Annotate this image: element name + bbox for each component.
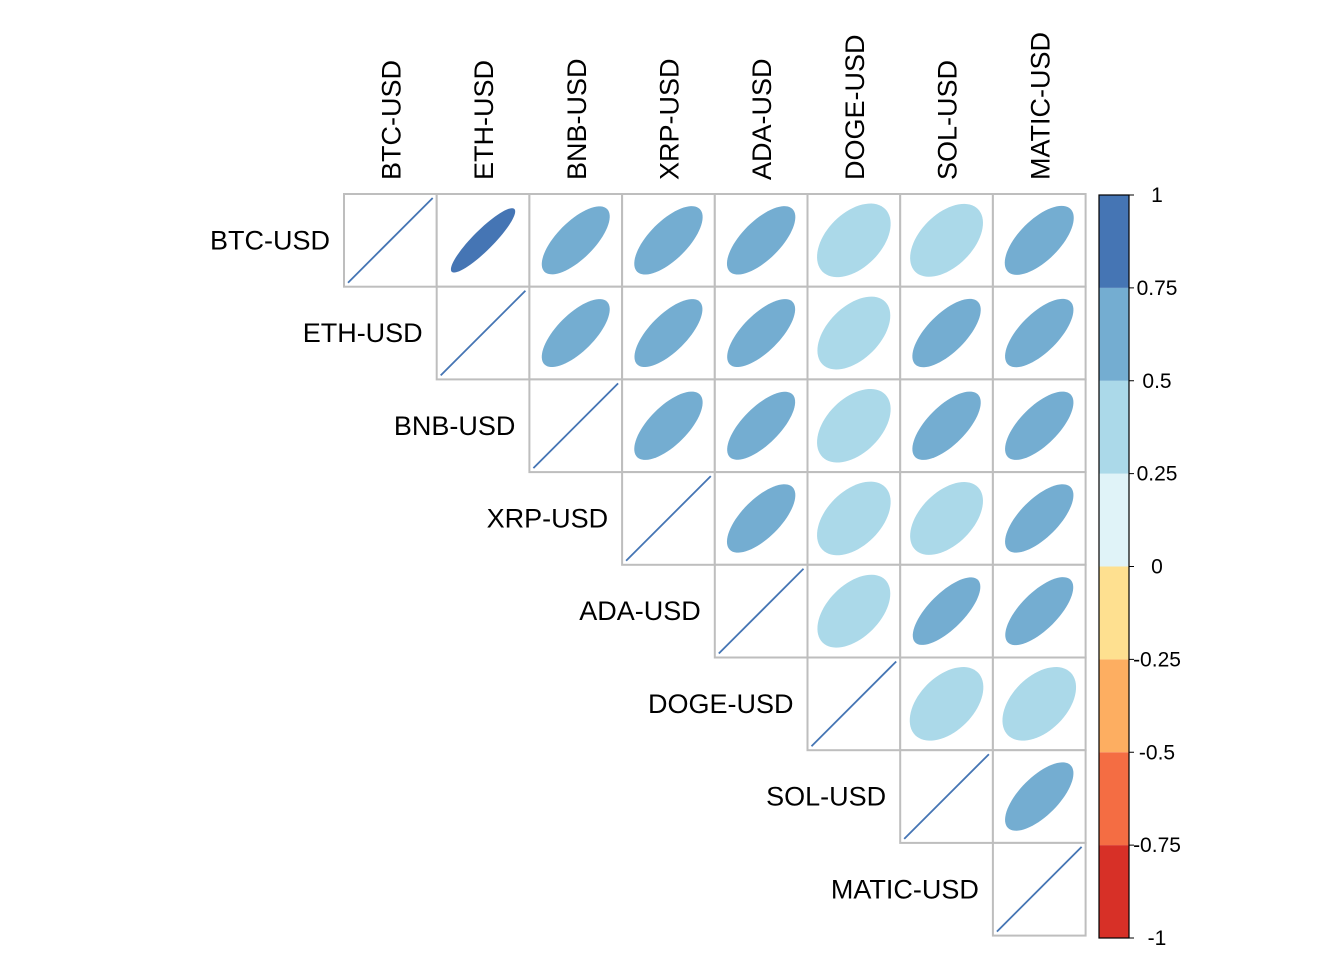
colorbar-tick-label: -0.75: [1133, 834, 1181, 857]
col-label-bnb-usd: BNB-USD: [562, 58, 592, 180]
colorbar-bin: [1099, 473, 1129, 567]
colorbar-bin: [1099, 380, 1129, 474]
colorbar-tick-label: 1: [1151, 184, 1163, 207]
col-label-btc-usd: BTC-USD: [376, 60, 406, 180]
corr-mark-matic-usd-matic-usd: [996, 846, 1083, 933]
colorbar-bin: [1099, 845, 1129, 938]
colorbar-bin: [1099, 195, 1129, 288]
corr-mark-ada-usd-matic-usd: [1005, 577, 1074, 646]
row-label-btc-usd: BTC-USD: [210, 225, 330, 255]
corr-mark-bnb-usd-ada-usd: [727, 391, 796, 460]
corr-mark-btc-usd-btc-usd: [347, 197, 434, 284]
corr-mark-bnb-usd-sol-usd: [912, 391, 981, 460]
colorbar-bin: [1099, 659, 1129, 753]
col-label-sol-usd: SOL-USD: [933, 60, 963, 180]
corr-mark-btc-usd-ada-usd: [726, 206, 796, 275]
colorbar-tick-label: -0.5: [1139, 741, 1175, 764]
corr-mark-eth-usd-bnb-usd: [541, 299, 610, 368]
corr-mark-btc-usd-xrp-usd: [634, 206, 703, 275]
colorbar-tick-label: -0.25: [1133, 648, 1181, 671]
corr-mark-xrp-usd-matic-usd: [1005, 484, 1074, 553]
colorbar-tick-label: 0: [1151, 556, 1163, 579]
corr-mark-eth-usd-doge-usd: [817, 296, 891, 370]
row-label-xrp-usd: XRP-USD: [487, 503, 609, 533]
corr-mark-ada-usd-ada-usd: [718, 568, 805, 655]
corr-mark-sol-usd-matic-usd: [1005, 762, 1074, 831]
corr-mark-ada-usd-sol-usd: [912, 577, 981, 645]
corr-mark-ada-usd-doge-usd: [817, 574, 891, 648]
col-label-xrp-usd: XRP-USD: [654, 58, 684, 180]
colorbar-tick-label: 0.25: [1137, 463, 1178, 486]
row-label-ada-usd: ADA-USD: [579, 596, 701, 626]
corr-mark-bnb-usd-xrp-usd: [634, 391, 703, 460]
corr-mark-eth-usd-sol-usd: [912, 298, 981, 368]
col-label-matic-usd: MATIC-USD: [1025, 32, 1055, 180]
corr-mark-xrp-usd-ada-usd: [726, 484, 796, 553]
corr-mark-eth-usd-matic-usd: [1005, 298, 1074, 368]
corr-mark-xrp-usd-xrp-usd: [625, 475, 712, 562]
corr-mark-bnb-usd-matic-usd: [1005, 391, 1074, 460]
corr-mark-eth-usd-eth-usd: [440, 290, 527, 377]
corr-mark-btc-usd-doge-usd: [817, 203, 891, 278]
corr-mark-doge-usd-sol-usd: [909, 667, 984, 741]
colorbar-tick-label: 0.5: [1142, 370, 1171, 393]
corr-mark-doge-usd-doge-usd: [810, 660, 897, 747]
corr-mark-btc-usd-matic-usd: [1004, 205, 1074, 275]
corr-mark-xrp-usd-sol-usd: [910, 482, 983, 555]
row-label-matic-usd: MATIC-USD: [831, 874, 979, 904]
corr-mark-btc-usd-sol-usd: [910, 203, 983, 277]
col-label-ada-usd: ADA-USD: [747, 58, 777, 180]
col-label-doge-usd: DOGE-USD: [840, 34, 870, 180]
row-label-sol-usd: SOL-USD: [766, 782, 886, 812]
colorbar-bin: [1099, 287, 1129, 381]
corr-mark-eth-usd-xrp-usd: [634, 299, 703, 368]
corr-mark-btc-usd-eth-usd: [450, 208, 516, 273]
row-label-doge-usd: DOGE-USD: [648, 689, 794, 719]
corr-mark-doge-usd-matic-usd: [1002, 667, 1077, 741]
col-label-eth-usd: ETH-USD: [469, 60, 499, 180]
colorbar-tick-label: 0.75: [1137, 277, 1178, 300]
corr-mark-btc-usd-bnb-usd: [541, 206, 610, 275]
corr-mark-bnb-usd-doge-usd: [817, 388, 891, 463]
corr-mark-bnb-usd-bnb-usd: [532, 382, 619, 469]
colorbar-bin: [1099, 566, 1129, 660]
row-label-eth-usd: ETH-USD: [303, 318, 423, 348]
corr-mark-eth-usd-ada-usd: [727, 299, 796, 368]
colorbar-tick-label: -1: [1148, 927, 1167, 950]
colorbar-bin: [1099, 752, 1129, 846]
corr-mark-sol-usd-sol-usd: [903, 753, 990, 840]
row-label-bnb-usd: BNB-USD: [394, 411, 516, 441]
corr-mark-xrp-usd-doge-usd: [817, 481, 891, 556]
